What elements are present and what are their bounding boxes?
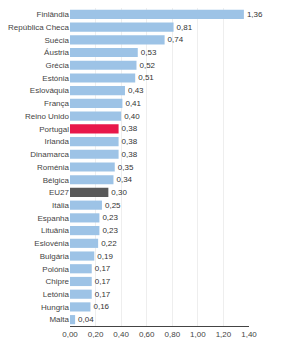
svg-text:0,04: 0,04 (78, 315, 94, 324)
svg-text:EU27: EU27 (49, 188, 70, 197)
svg-text:Bulgária: Bulgária (40, 252, 70, 261)
svg-text:Bélgica: Bélgica (43, 176, 70, 185)
svg-text:0,38: 0,38 (122, 124, 138, 133)
svg-text:0,23: 0,23 (102, 213, 118, 222)
svg-text:Itália: Itália (52, 201, 69, 210)
svg-text:Espanha: Espanha (37, 214, 69, 223)
svg-text:0,74: 0,74 (168, 35, 184, 44)
svg-text:1,20: 1,20 (216, 330, 232, 339)
svg-text:Áustria: Áustria (44, 48, 69, 57)
svg-text:0,30: 0,30 (111, 188, 127, 197)
svg-text:Reino Unido: Reino Unido (25, 112, 70, 121)
svg-text:0,20: 0,20 (88, 330, 104, 339)
svg-text:0,25: 0,25 (105, 201, 121, 210)
svg-text:Lituânia: Lituânia (41, 226, 70, 235)
svg-text:Hungria: Hungria (41, 303, 70, 312)
svg-text:0,17: 0,17 (95, 277, 111, 286)
svg-text:Dinamarca: Dinamarca (30, 150, 69, 159)
svg-text:0,52: 0,52 (139, 61, 155, 70)
svg-text:0,60: 0,60 (139, 330, 155, 339)
svg-text:0,22: 0,22 (101, 239, 117, 248)
svg-text:0,40: 0,40 (124, 112, 140, 121)
svg-text:0,51: 0,51 (138, 73, 154, 82)
svg-text:Estónia: Estónia (42, 74, 69, 83)
svg-text:0,34: 0,34 (116, 175, 132, 184)
svg-text:0,17: 0,17 (95, 290, 111, 299)
svg-text:0,19: 0,19 (97, 252, 113, 261)
svg-text:1,36: 1,36 (247, 10, 263, 19)
svg-text:0,41: 0,41 (125, 99, 141, 108)
svg-text:0,23: 0,23 (102, 226, 118, 235)
svg-text:Eslovénia: Eslovénia (34, 239, 69, 248)
svg-text:1,40: 1,40 (241, 330, 257, 339)
svg-text:Roménia: Roménia (37, 163, 70, 172)
svg-text:Irlanda: Irlanda (45, 137, 70, 146)
svg-text:Polónia: Polónia (42, 265, 69, 274)
svg-text:Malta: Malta (49, 315, 69, 324)
svg-text:0,53: 0,53 (141, 48, 157, 57)
svg-text:França: França (44, 99, 69, 108)
svg-text:República Checa: República Checa (8, 23, 69, 32)
svg-text:0,80: 0,80 (165, 330, 181, 339)
svg-text:1,00: 1,00 (190, 330, 206, 339)
svg-text:0,00: 0,00 (62, 330, 78, 339)
svg-text:0,40: 0,40 (113, 330, 129, 339)
svg-text:Suécia: Suécia (45, 36, 70, 45)
svg-text:Grécia: Grécia (45, 61, 69, 70)
svg-text:0,38: 0,38 (122, 150, 138, 159)
svg-text:Portugal: Portugal (39, 125, 69, 134)
svg-text:Eslováquia: Eslováquia (30, 86, 70, 95)
svg-text:0,35: 0,35 (118, 163, 134, 172)
svg-text:Letónia: Letónia (43, 290, 70, 299)
svg-text:Chipre: Chipre (45, 277, 69, 286)
svg-text:Finlândia: Finlândia (37, 10, 70, 19)
svg-text:0,17: 0,17 (95, 264, 111, 273)
svg-text:0,43: 0,43 (128, 86, 144, 95)
svg-text:0,38: 0,38 (122, 137, 138, 146)
svg-text:0,81: 0,81 (177, 23, 193, 32)
svg-text:0,16: 0,16 (93, 302, 109, 311)
